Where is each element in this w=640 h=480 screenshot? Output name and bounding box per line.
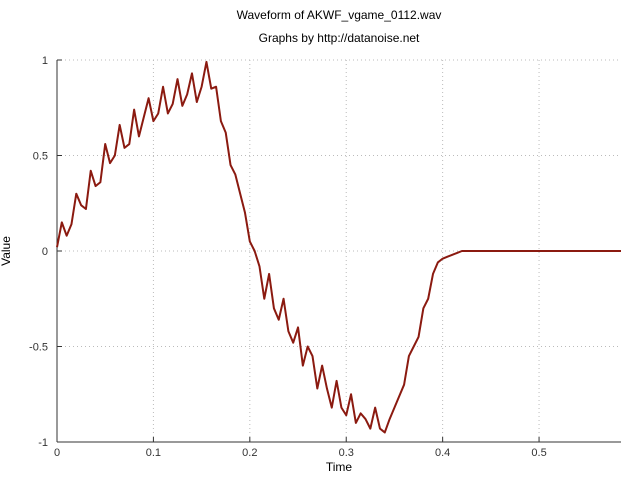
chart-subtitle: Graphs by http://datanoise.net [259,31,420,45]
x-tick-label: 0.4 [435,447,450,459]
waveform-series-line [56,60,621,434]
x-tick-label: 0.1 [146,447,161,459]
y-tick-label: 0.5 [33,151,48,163]
x-tick-label: 0 [54,447,60,459]
y-tick-label: -1 [38,437,48,449]
y-tick-label: 1 [42,55,48,67]
series-layer [56,60,621,434]
chart-title: Waveform of AKWF_vgame_0112.wav [237,8,442,22]
y-axis-ticks: 1 0.5 0 -0.5 -1 [29,55,62,449]
y-tick-label: -0.5 [29,342,48,354]
y-axis-label: Value [0,236,13,266]
x-axis-ticks: 0 0.1 0.2 0.3 0.4 0.5 [54,437,547,459]
x-axis-label: Time [326,460,353,474]
x-tick-label: 0.2 [242,447,257,459]
x-tick-label: 0.5 [531,447,546,459]
x-tick-label: 0.3 [339,447,354,459]
y-tick-label: 0 [42,246,48,258]
